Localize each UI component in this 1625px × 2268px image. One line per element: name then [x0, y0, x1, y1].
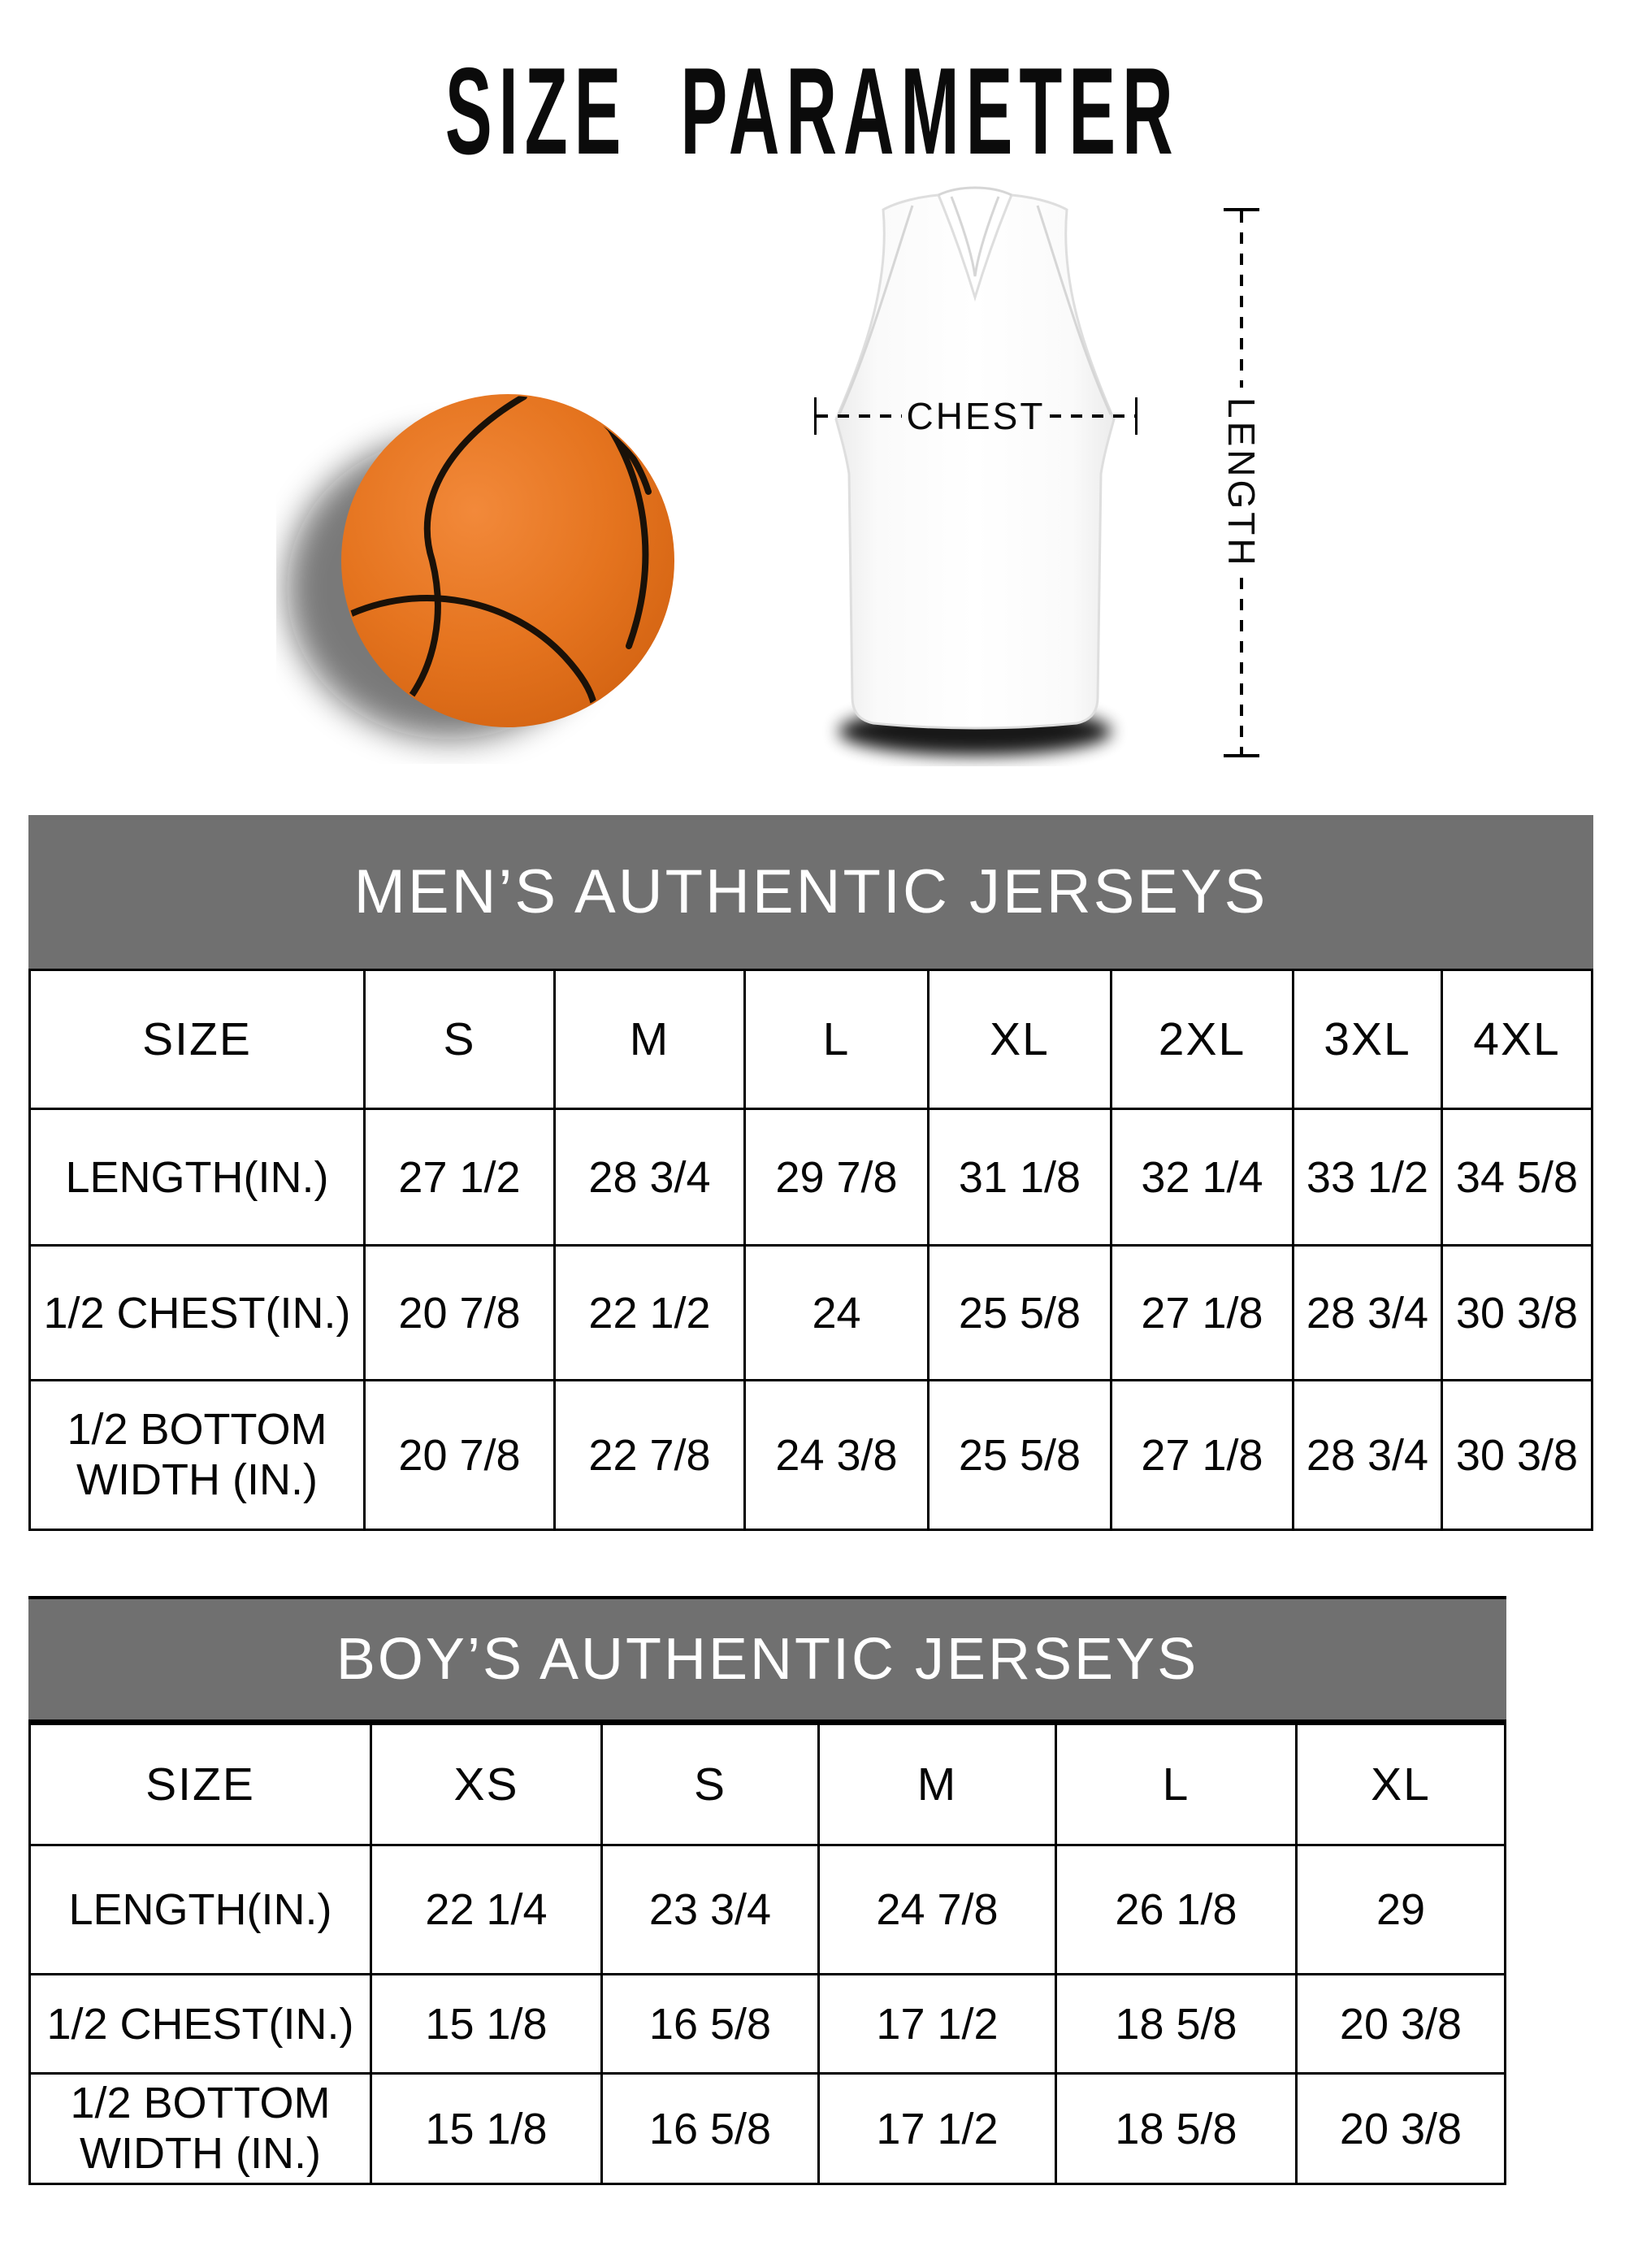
boys-chest-row-label: 1/2 CHEST(IN.): [31, 1973, 370, 2072]
boys-size-header-s: S: [600, 1725, 817, 1844]
mens-length-value: 33 1/2: [1292, 1108, 1441, 1244]
mens-table-header-text: MEN’S AUTHENTIC JERSEYS: [353, 857, 1268, 926]
mens-length-value: 27 1/2: [363, 1108, 553, 1244]
boys-size-header-l: L: [1055, 1725, 1295, 1844]
length-label: LENGTH: [1220, 397, 1263, 569]
jersey-seams: [838, 186, 1112, 415]
chest-line-left-tick: [814, 397, 817, 435]
boys-table-header: BOY’S AUTHENTIC JERSEYS: [28, 1596, 1506, 1723]
mens-bottom-width-row-label: 1/2 BOTTOM WIDTH (IN.): [31, 1379, 363, 1529]
boys-bottom-width-value: 16 5/8: [600, 2072, 817, 2183]
boys-length-value: 24 7/8: [817, 1844, 1055, 1973]
boys-table-header-text: BOY’S AUTHENTIC JERSEYS: [336, 1627, 1199, 1692]
boys-length-value: 23 3/4: [600, 1844, 817, 1973]
jersey-body: [834, 193, 1116, 730]
length-line-top-tick: [1224, 208, 1259, 211]
length-measure-line: LENGTH: [1220, 208, 1263, 757]
boys-bottom-width-value: 15 1/8: [370, 2072, 600, 2183]
mens-size-header-4xl: 4XL: [1441, 971, 1591, 1108]
length-line-bottom-tick: [1224, 754, 1259, 757]
mens-chest-value: 27 1/8: [1110, 1244, 1292, 1379]
boys-chest-value: 16 5/8: [600, 1973, 817, 2072]
boys-chest-value: 15 1/8: [370, 1973, 600, 2072]
mens-size-header-m: M: [553, 971, 743, 1108]
mens-chest-row-label: 1/2 CHEST(IN.): [31, 1244, 363, 1379]
basketball-illustration: [287, 394, 674, 739]
mens-chest-value: 28 3/4: [1292, 1244, 1441, 1379]
mens-size-header-xl: XL: [927, 971, 1110, 1108]
mens-length-value: 31 1/8: [927, 1108, 1110, 1244]
mens-table-header: MEN’S AUTHENTIC JERSEYS: [28, 815, 1593, 969]
mens-chest-value: 25 5/8: [927, 1244, 1110, 1379]
boys-bottom-width-row-label: 1/2 BOTTOM WIDTH (IN.): [31, 2072, 370, 2183]
mens-length-value: 32 1/4: [1110, 1108, 1292, 1244]
boys-table-grid: SIZE XS S M L XL LENGTH(IN.) 22 1/4 23 3…: [28, 1723, 1506, 2185]
boys-length-value: 26 1/8: [1055, 1844, 1295, 1973]
boys-chest-value: 20 3/8: [1295, 1973, 1504, 2072]
mens-bottom-width-value: 25 5/8: [927, 1379, 1110, 1529]
mens-bottom-width-value: 30 3/8: [1441, 1379, 1591, 1529]
mens-chest-value: 24: [743, 1244, 927, 1379]
length-line-dash-bottom: [1240, 578, 1243, 754]
mens-chest-value: 22 1/2: [553, 1244, 743, 1379]
jersey-illustration: [834, 186, 1116, 756]
chest-line-dash-right: [1050, 414, 1135, 418]
chest-line-dash-left: [817, 414, 902, 418]
mens-bottom-width-value: 28 3/4: [1292, 1379, 1441, 1529]
mens-size-column-header: SIZE: [142, 1013, 252, 1065]
mens-bottom-width-value: 24 3/8: [743, 1379, 927, 1529]
boys-bottom-width-value: 18 5/8: [1055, 2072, 1295, 2183]
mens-size-header-s: S: [363, 971, 553, 1108]
boys-size-header-xl: XL: [1295, 1725, 1504, 1844]
boys-length-value: 22 1/4: [370, 1844, 600, 1973]
boys-size-header-xs: XS: [370, 1725, 600, 1844]
boys-size-table: BOY’S AUTHENTIC JERSEYS SIZE XS S M L XL…: [28, 1596, 1506, 2185]
chest-measure-line: CHEST: [814, 395, 1138, 437]
page-title-text: SIZE PARAMETER: [445, 42, 1180, 180]
boys-chest-value: 18 5/8: [1055, 1973, 1295, 2072]
mens-length-row-label: LENGTH(IN.): [31, 1108, 363, 1244]
boys-chest-value: 17 1/2: [817, 1973, 1055, 2072]
mens-size-header-3xl: 3XL: [1292, 971, 1441, 1108]
mens-bottom-width-value: 20 7/8: [363, 1379, 553, 1529]
boys-size-header-m: M: [817, 1725, 1055, 1844]
boys-size-column-header: SIZE: [145, 1758, 255, 1810]
length-line-dash-top: [1240, 211, 1243, 388]
mens-length-value: 29 7/8: [743, 1108, 927, 1244]
chest-line-right-tick: [1135, 397, 1138, 435]
mens-length-value: 28 3/4: [553, 1108, 743, 1244]
mens-size-table: MEN’S AUTHENTIC JERSEYS SIZE S M L XL 2X…: [28, 815, 1593, 1531]
chest-label: CHEST: [906, 395, 1046, 437]
mens-chest-value: 30 3/8: [1441, 1244, 1591, 1379]
mens-bottom-width-value: 22 7/8: [553, 1379, 743, 1529]
boys-bottom-width-value: 20 3/8: [1295, 2072, 1504, 2183]
mens-bottom-width-value: 27 1/8: [1110, 1379, 1292, 1529]
page-title: SIZE PARAMETER: [0, 41, 1625, 183]
ball-body: [341, 394, 674, 727]
mens-chest-value: 20 7/8: [363, 1244, 553, 1379]
boys-length-row-label: LENGTH(IN.): [31, 1844, 370, 1973]
mens-size-header-l: L: [743, 971, 927, 1108]
boys-bottom-width-value: 17 1/2: [817, 2072, 1055, 2183]
mens-table-grid: SIZE S M L XL 2XL 3XL 4XL LENGTH(IN.) 27…: [28, 969, 1593, 1531]
boys-length-value: 29: [1295, 1844, 1504, 1973]
mens-size-header-2xl: 2XL: [1110, 971, 1292, 1108]
mens-length-value: 34 5/8: [1441, 1108, 1591, 1244]
